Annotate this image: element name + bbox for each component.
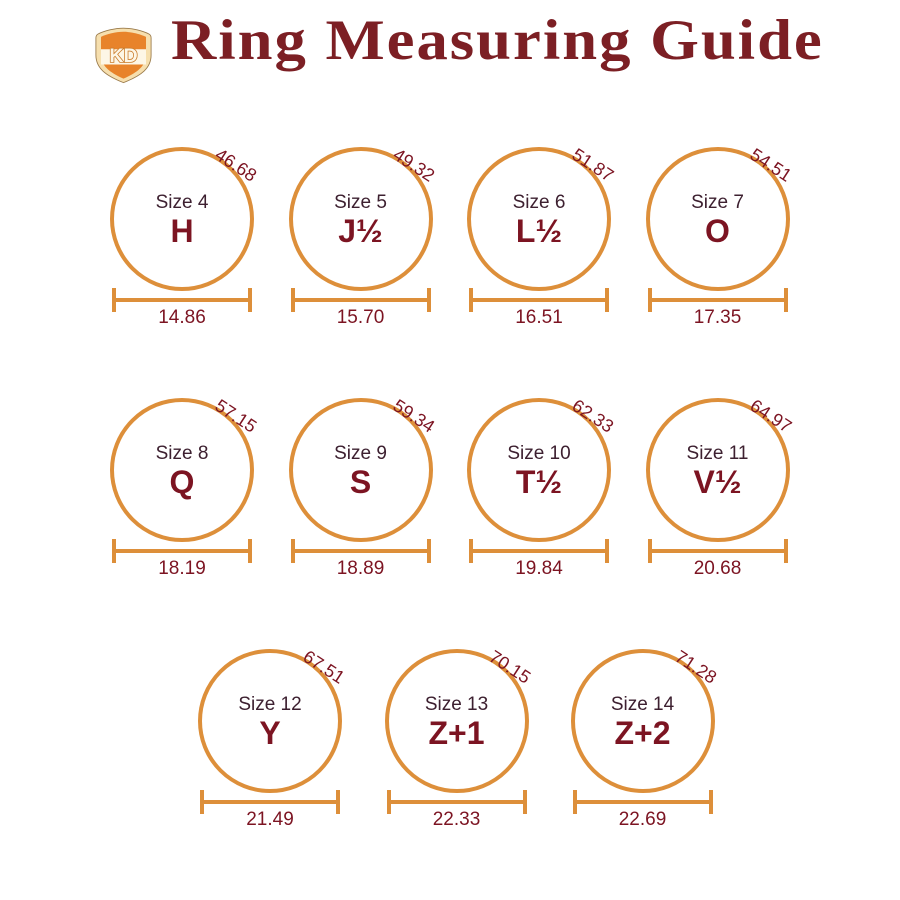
svg-text:KD: KD xyxy=(109,45,137,67)
